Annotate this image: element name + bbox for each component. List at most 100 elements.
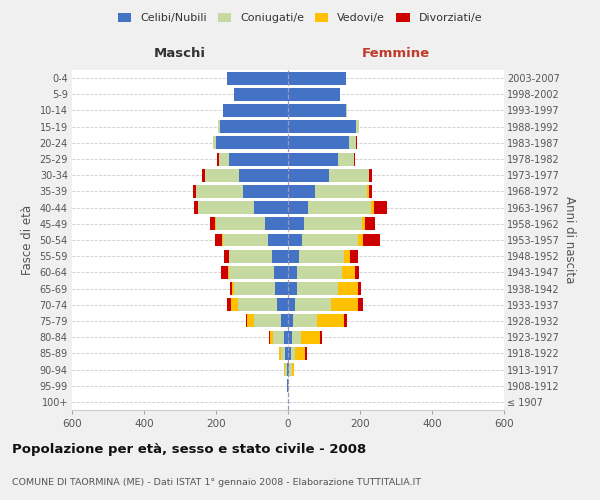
Bar bbox=[284, 330, 288, 344]
Y-axis label: Fasce di età: Fasce di età bbox=[21, 205, 34, 275]
Bar bbox=[215, 234, 222, 246]
Bar bbox=[288, 298, 295, 311]
Y-axis label: Anni di nascita: Anni di nascita bbox=[563, 196, 577, 284]
Bar bbox=[229, 266, 274, 279]
Bar bbox=[227, 72, 288, 85]
Bar bbox=[247, 314, 254, 328]
Bar bbox=[268, 234, 288, 246]
Bar bbox=[365, 218, 375, 230]
Bar bbox=[288, 330, 292, 344]
Bar bbox=[295, 347, 305, 360]
Bar bbox=[317, 314, 344, 328]
Bar bbox=[288, 234, 302, 246]
Bar bbox=[297, 266, 342, 279]
Bar bbox=[304, 218, 362, 230]
Bar bbox=[358, 298, 362, 311]
Bar bbox=[213, 136, 216, 149]
Bar bbox=[281, 347, 285, 360]
Bar bbox=[239, 169, 288, 181]
Bar bbox=[269, 330, 270, 344]
Bar bbox=[202, 169, 205, 181]
Bar bbox=[288, 347, 291, 360]
Bar bbox=[273, 330, 284, 344]
Bar bbox=[292, 330, 301, 344]
Bar bbox=[288, 104, 346, 117]
Bar bbox=[292, 363, 294, 376]
Bar bbox=[308, 201, 371, 214]
Bar bbox=[285, 347, 288, 360]
Bar bbox=[374, 201, 388, 214]
Bar bbox=[243, 185, 288, 198]
Bar bbox=[205, 169, 239, 181]
Bar bbox=[272, 250, 288, 262]
Bar bbox=[302, 234, 358, 246]
Bar bbox=[358, 234, 362, 246]
Bar bbox=[358, 282, 361, 295]
Bar bbox=[362, 234, 380, 246]
Text: Femmine: Femmine bbox=[362, 48, 430, 60]
Bar bbox=[228, 266, 229, 279]
Bar bbox=[356, 120, 359, 133]
Bar bbox=[196, 185, 243, 198]
Bar bbox=[230, 282, 232, 295]
Bar bbox=[194, 201, 198, 214]
Bar bbox=[231, 298, 238, 311]
Bar bbox=[346, 104, 347, 117]
Legend: Celibi/Nubili, Coniugati/e, Vedovi/e, Divorziati/e: Celibi/Nubili, Coniugati/e, Vedovi/e, Di… bbox=[113, 8, 487, 28]
Bar bbox=[280, 347, 281, 360]
Bar bbox=[369, 169, 372, 181]
Text: Maschi: Maschi bbox=[154, 48, 206, 60]
Bar bbox=[356, 136, 357, 149]
Bar bbox=[281, 314, 288, 328]
Bar bbox=[265, 218, 288, 230]
Bar bbox=[338, 282, 358, 295]
Bar bbox=[344, 250, 350, 262]
Bar bbox=[215, 218, 216, 230]
Bar bbox=[287, 379, 288, 392]
Bar bbox=[368, 185, 371, 198]
Bar bbox=[193, 185, 196, 198]
Bar bbox=[234, 282, 275, 295]
Bar bbox=[355, 266, 359, 279]
Bar bbox=[353, 152, 355, 166]
Bar bbox=[349, 136, 356, 149]
Bar bbox=[329, 169, 369, 181]
Bar bbox=[367, 185, 368, 198]
Bar bbox=[232, 282, 234, 295]
Bar bbox=[288, 250, 299, 262]
Bar bbox=[216, 136, 288, 149]
Bar bbox=[227, 298, 231, 311]
Bar bbox=[288, 266, 297, 279]
Bar bbox=[288, 88, 340, 101]
Bar bbox=[288, 282, 297, 295]
Bar bbox=[223, 234, 268, 246]
Bar bbox=[362, 218, 365, 230]
Bar bbox=[288, 201, 308, 214]
Bar bbox=[274, 266, 288, 279]
Bar bbox=[220, 120, 288, 133]
Bar bbox=[254, 314, 281, 328]
Bar bbox=[371, 201, 374, 214]
Bar bbox=[270, 330, 273, 344]
Bar bbox=[288, 72, 346, 85]
Bar bbox=[288, 218, 304, 230]
Bar bbox=[254, 201, 288, 214]
Bar bbox=[288, 152, 338, 166]
Bar bbox=[288, 169, 329, 181]
Bar bbox=[289, 363, 292, 376]
Bar bbox=[288, 185, 315, 198]
Bar bbox=[285, 363, 287, 376]
Bar bbox=[320, 330, 322, 344]
Bar bbox=[305, 347, 307, 360]
Bar bbox=[210, 218, 215, 230]
Text: Popolazione per età, sesso e stato civile - 2008: Popolazione per età, sesso e stato civil… bbox=[12, 442, 366, 456]
Bar bbox=[222, 234, 223, 246]
Bar bbox=[224, 250, 229, 262]
Bar bbox=[299, 250, 344, 262]
Bar bbox=[301, 330, 320, 344]
Bar bbox=[288, 363, 289, 376]
Bar bbox=[277, 298, 288, 311]
Bar bbox=[221, 266, 228, 279]
Bar bbox=[234, 88, 288, 101]
Bar bbox=[229, 152, 288, 166]
